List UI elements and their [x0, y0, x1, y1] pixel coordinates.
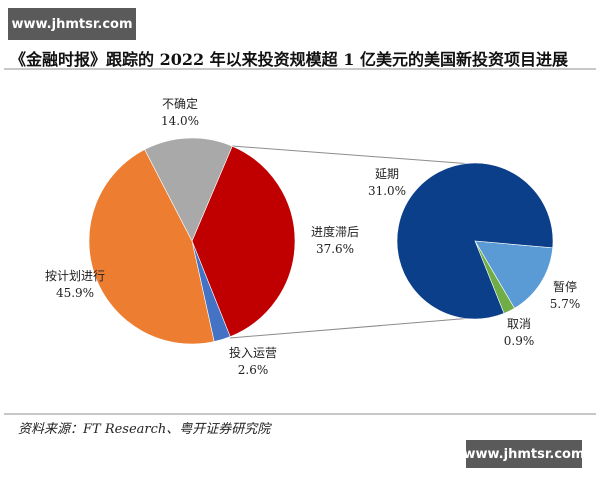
label-uncertain-name: 不确定	[161, 97, 198, 111]
label-on-track-name: 按计划进行	[44, 269, 105, 283]
label-behind: 进度滞后 37.6%	[300, 224, 370, 258]
label-operating-name: 投入运营	[228, 346, 277, 360]
bottom-divider	[4, 413, 596, 415]
top-divider	[4, 68, 596, 70]
main-pie	[88, 137, 296, 345]
label-delayed-name: 延期	[374, 167, 399, 181]
label-paused: 暂停 5.7%	[540, 279, 590, 313]
pie-slice-on-track	[88, 149, 215, 345]
label-paused-value: 5.7%	[549, 297, 581, 311]
label-uncertain: 不确定 14.0%	[150, 96, 210, 130]
connector-line-top	[231, 145, 473, 165]
pie-slice-delayed	[396, 162, 554, 320]
secondary-pie	[396, 162, 554, 320]
pie-slice-behind	[191, 145, 296, 338]
label-on-track-value: 45.9%	[55, 286, 95, 300]
label-cancelled: 取消 0.9%	[494, 316, 544, 350]
watermark-bottom: www.jhmtsr.com	[463, 440, 585, 468]
label-uncertain-value: 14.0%	[160, 114, 200, 128]
label-delayed-value: 31.0%	[367, 184, 407, 198]
label-operating: 投入运营 2.6%	[218, 345, 288, 379]
label-behind-name: 进度滞后	[310, 225, 359, 239]
connector-line-bottom	[229, 317, 473, 339]
chart-title: 《金融时报》跟踪的 2022 年以来投资规模超 1 亿美元的美国新投资项目进展	[10, 50, 568, 69]
watermark-top: www.jhmtsr.com	[8, 8, 136, 40]
label-cancelled-value: 0.9%	[503, 334, 535, 348]
label-behind-value: 37.6%	[315, 242, 355, 256]
label-delayed: 延期 31.0%	[362, 166, 412, 200]
pie-slice-uncertain	[144, 137, 233, 242]
source-note: 资料来源：FT Research、粤开证券研究院	[18, 422, 271, 437]
pie-slice-paused	[474, 240, 554, 309]
label-on-track: 按计划进行 45.9%	[30, 268, 120, 302]
label-paused-name: 暂停	[552, 280, 577, 294]
label-operating-value: 2.6%	[237, 363, 269, 377]
label-cancelled-name: 取消	[506, 317, 531, 331]
